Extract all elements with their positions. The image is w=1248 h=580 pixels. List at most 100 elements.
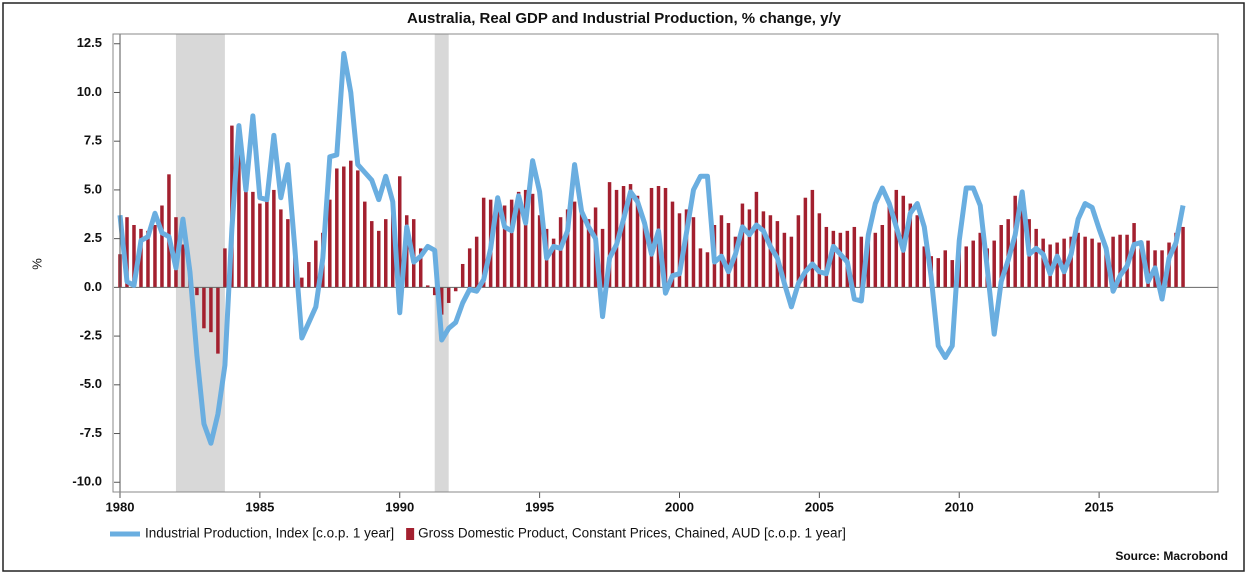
bar: [936, 258, 941, 288]
bar: [467, 248, 472, 288]
y-tick-label: 2.5: [84, 230, 102, 245]
bar: [873, 232, 878, 288]
frame: [2, 2, 1245, 572]
bar: [195, 287, 199, 296]
bar: [391, 201, 395, 288]
bar: [649, 187, 654, 288]
bar: [1118, 234, 1122, 288]
bar: [132, 224, 136, 288]
bar: [1174, 232, 1178, 288]
bar: [810, 189, 815, 288]
bar: [139, 228, 143, 288]
x-tick-label: 1980: [106, 499, 135, 514]
bar: [279, 209, 283, 288]
bar: [1160, 250, 1164, 288]
bar: [1104, 246, 1108, 288]
bar: [523, 189, 528, 288]
bar: [915, 215, 920, 288]
bar: [768, 215, 773, 288]
y-tick-label: 0.0: [84, 279, 102, 294]
bar: [796, 215, 801, 288]
bar: [747, 209, 752, 288]
bar: [579, 209, 584, 288]
x-tick-label: 2015: [1085, 499, 1114, 514]
y-tick-label: 7.5: [84, 133, 102, 148]
bar: [803, 197, 808, 288]
bar: [740, 203, 745, 288]
bar: [1062, 238, 1066, 288]
bar: [244, 164, 248, 288]
line: [117, 50, 1186, 446]
bar: [831, 230, 836, 288]
bar: [1083, 236, 1087, 288]
bar: [167, 174, 171, 288]
bar: [146, 230, 150, 288]
recession-band: [434, 34, 449, 492]
bar: [887, 203, 892, 288]
bar: [726, 223, 731, 288]
bar: [453, 287, 458, 292]
bar: [565, 209, 570, 288]
bar: [1139, 248, 1143, 288]
x-tick-label: 2000: [665, 499, 694, 514]
bar: [328, 199, 332, 288]
bar: [439, 287, 444, 315]
bar: [223, 248, 227, 288]
bar: [719, 215, 724, 288]
bar: [153, 224, 157, 288]
bar: [572, 201, 577, 288]
bar: [251, 191, 255, 288]
bar: [586, 219, 591, 288]
bar: [356, 170, 360, 288]
y-tick-label: -7.5: [80, 425, 102, 440]
bar: [866, 238, 871, 288]
bar: [342, 166, 346, 288]
bar: [209, 287, 213, 333]
x-tick-label: 1985: [245, 499, 274, 514]
bar: [754, 191, 759, 288]
bar: [300, 277, 304, 288]
bar: [733, 236, 738, 288]
bar: [558, 217, 563, 288]
bar: [894, 189, 899, 288]
bar: [384, 219, 388, 288]
plot-frame: [112, 33, 1219, 493]
bar: [698, 248, 703, 288]
bar: [789, 236, 794, 288]
bar: [265, 199, 269, 288]
bar: [628, 184, 633, 288]
bar: [160, 205, 164, 288]
bar: [1181, 226, 1185, 288]
x-tick-label: 1990: [385, 499, 414, 514]
bar: [307, 262, 311, 288]
bar: [551, 238, 556, 288]
chart-title: Australia, Real GDP and Industrial Produ…: [407, 10, 842, 27]
bar: [432, 287, 437, 296]
bar: [684, 209, 689, 288]
legend-swatch: [406, 528, 415, 540]
bar: [202, 287, 206, 329]
bar: [1076, 232, 1080, 288]
bar: [216, 287, 220, 354]
bar: [125, 217, 129, 288]
bar: [363, 201, 367, 288]
bar: [908, 203, 913, 288]
bar: [481, 197, 486, 288]
bar: [600, 228, 605, 288]
y-tick-label: 5.0: [84, 181, 102, 196]
legend-label: Gross Domestic Product, Constant Prices,…: [418, 526, 846, 541]
bar: [425, 285, 430, 288]
bar: [397, 176, 402, 288]
bar: [1069, 236, 1073, 288]
bar: [1097, 242, 1101, 288]
bar: [621, 186, 626, 288]
y-tick-label: 12.5: [77, 35, 102, 50]
bar: [691, 217, 696, 288]
y-axis-label: %: [29, 258, 44, 270]
bar: [237, 125, 241, 288]
bar: [537, 215, 542, 288]
bar: [950, 260, 954, 288]
y-tick-label: 10.0: [77, 84, 102, 99]
y-tick-label: -5.0: [80, 376, 102, 391]
bar: [1146, 240, 1150, 288]
